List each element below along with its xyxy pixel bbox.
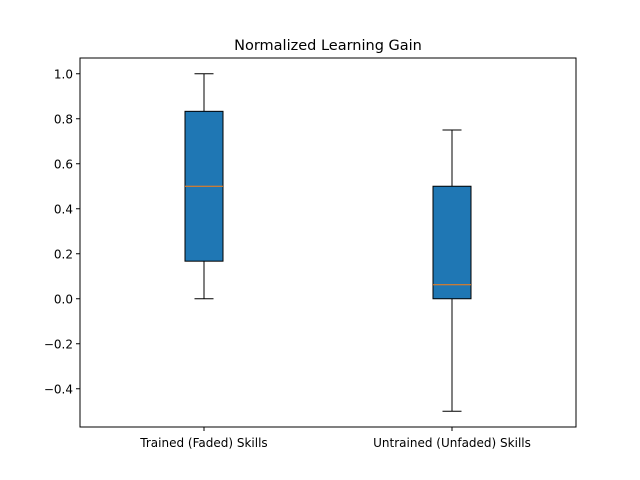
plot-area (184, 73, 472, 412)
y-tick-label: 0.0 (54, 292, 73, 306)
y-tick-label: −0.2 (44, 337, 73, 351)
chart-title: Normalized Learning Gain (234, 38, 422, 54)
box-group-2 (432, 129, 472, 412)
x-tick-label: Untrained (Unfaded) Skills (373, 436, 531, 450)
y-tick-label: −0.4 (44, 382, 73, 396)
y-tick-label: 0.4 (54, 202, 73, 216)
box-iqr (432, 185, 472, 300)
y-tick-label: 0.2 (54, 247, 73, 261)
y-axis: 1.0 0.8 0.6 0.4 0.2 0.0 −0.2 −0.4 (44, 67, 80, 396)
y-tick-label: 0.8 (54, 112, 73, 126)
x-axis: Trained (Faded) Skills Untrained (Unfaded… (139, 427, 531, 450)
y-tick-label: 1.0 (54, 67, 73, 81)
box-group-1 (184, 73, 224, 300)
y-tick-label: 0.6 (54, 157, 73, 171)
axes-frame (79, 57, 577, 428)
x-tick-label: Trained (Faded) Skills (139, 436, 267, 450)
